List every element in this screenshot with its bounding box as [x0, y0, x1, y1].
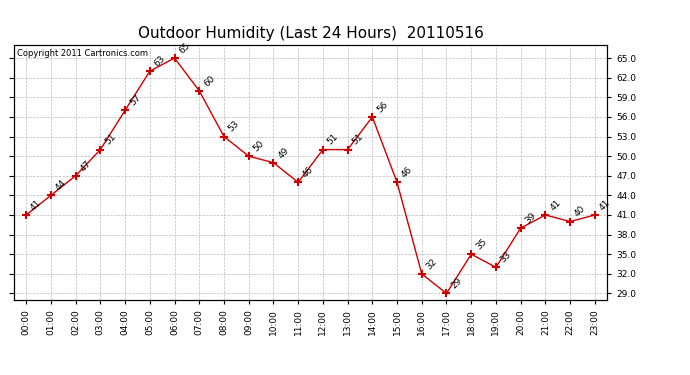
Text: 40: 40: [573, 204, 587, 219]
Text: 57: 57: [128, 93, 142, 108]
Text: 41: 41: [548, 198, 562, 212]
Text: 63: 63: [152, 54, 167, 68]
Text: 29: 29: [449, 276, 464, 291]
Text: 65: 65: [177, 41, 192, 55]
Text: 39: 39: [524, 211, 538, 225]
Text: 41: 41: [598, 198, 612, 212]
Text: 47: 47: [79, 159, 92, 173]
Text: 46: 46: [400, 165, 414, 180]
Text: 56: 56: [375, 100, 390, 114]
Text: 60: 60: [202, 74, 217, 88]
Text: 35: 35: [474, 237, 489, 252]
Text: 41: 41: [29, 198, 43, 212]
Text: 33: 33: [499, 250, 513, 264]
Text: 46: 46: [301, 165, 315, 180]
Text: 53: 53: [227, 119, 242, 134]
Text: 51: 51: [351, 132, 365, 147]
Text: 50: 50: [251, 139, 266, 153]
Title: Outdoor Humidity (Last 24 Hours)  20110516: Outdoor Humidity (Last 24 Hours) 2011051…: [137, 26, 484, 41]
Text: 51: 51: [326, 132, 340, 147]
Text: 49: 49: [276, 146, 290, 160]
Text: 44: 44: [54, 178, 68, 193]
Text: Copyright 2011 Cartronics.com: Copyright 2011 Cartronics.com: [17, 49, 148, 58]
Text: 51: 51: [103, 132, 117, 147]
Text: 32: 32: [424, 256, 439, 271]
